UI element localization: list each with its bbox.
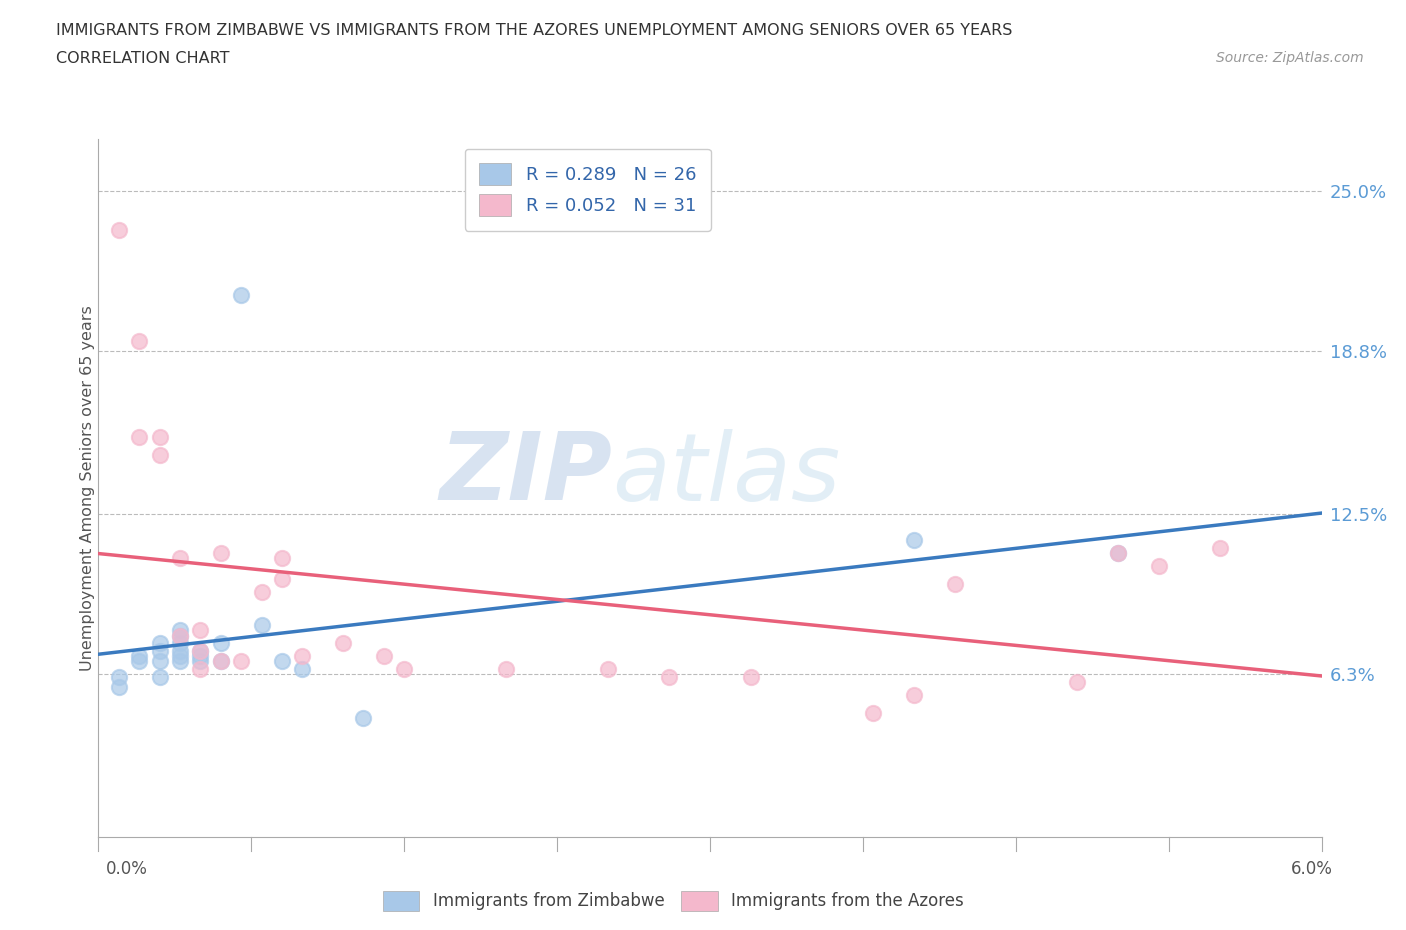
Point	[108, 670, 131, 684]
Point	[903, 687, 925, 702]
Point	[1208, 540, 1232, 555]
Text: 0.0%: 0.0%	[105, 860, 148, 878]
Point	[352, 711, 374, 725]
Point	[1147, 558, 1170, 573]
Point	[250, 584, 273, 599]
Point	[495, 661, 517, 676]
Point	[128, 654, 150, 669]
Point	[1107, 545, 1129, 560]
Point	[1066, 674, 1088, 689]
Point	[169, 628, 191, 643]
Point	[209, 636, 232, 651]
Point	[392, 661, 416, 676]
Point	[149, 644, 172, 658]
Point	[740, 670, 762, 684]
Point	[188, 661, 212, 676]
Point	[149, 429, 172, 444]
Point	[270, 551, 292, 565]
Point	[169, 644, 191, 658]
Point	[169, 649, 191, 664]
Point	[169, 628, 191, 643]
Point	[169, 654, 191, 669]
Point	[1107, 545, 1129, 560]
Point	[188, 623, 212, 638]
Point	[332, 636, 354, 651]
Text: Source: ZipAtlas.com: Source: ZipAtlas.com	[1216, 51, 1364, 65]
Text: atlas: atlas	[612, 429, 841, 520]
Point	[149, 636, 172, 651]
Point	[108, 222, 131, 237]
Point	[231, 287, 253, 302]
Point	[149, 654, 172, 669]
Point	[188, 649, 212, 664]
Point	[291, 649, 314, 664]
Point	[108, 680, 131, 695]
Point	[128, 649, 150, 664]
Point	[270, 654, 292, 669]
Point	[250, 618, 273, 632]
Text: ZIP: ZIP	[439, 429, 612, 520]
Text: 6.0%: 6.0%	[1291, 860, 1333, 878]
Point	[188, 644, 212, 658]
Point	[169, 636, 191, 651]
Point	[169, 551, 191, 565]
Point	[373, 649, 395, 664]
Point	[862, 706, 884, 721]
Text: CORRELATION CHART: CORRELATION CHART	[56, 51, 229, 66]
Point	[209, 654, 232, 669]
Legend: Immigrants from Zimbabwe, Immigrants from the Azores: Immigrants from Zimbabwe, Immigrants fro…	[374, 883, 973, 920]
Point	[149, 447, 172, 462]
Point	[598, 661, 620, 676]
Point	[658, 670, 681, 684]
Point	[209, 654, 232, 669]
Point	[270, 571, 292, 586]
Point	[149, 670, 172, 684]
Point	[128, 334, 150, 349]
Point	[903, 533, 925, 548]
Point	[169, 623, 191, 638]
Point	[291, 661, 314, 676]
Point	[188, 654, 212, 669]
Point	[943, 577, 966, 591]
Y-axis label: Unemployment Among Seniors over 65 years: Unemployment Among Seniors over 65 years	[80, 305, 94, 671]
Text: IMMIGRANTS FROM ZIMBABWE VS IMMIGRANTS FROM THE AZORES UNEMPLOYMENT AMONG SENIOR: IMMIGRANTS FROM ZIMBABWE VS IMMIGRANTS F…	[56, 23, 1012, 38]
Point	[188, 644, 212, 658]
Point	[128, 429, 150, 444]
Point	[209, 545, 232, 560]
Point	[231, 654, 253, 669]
